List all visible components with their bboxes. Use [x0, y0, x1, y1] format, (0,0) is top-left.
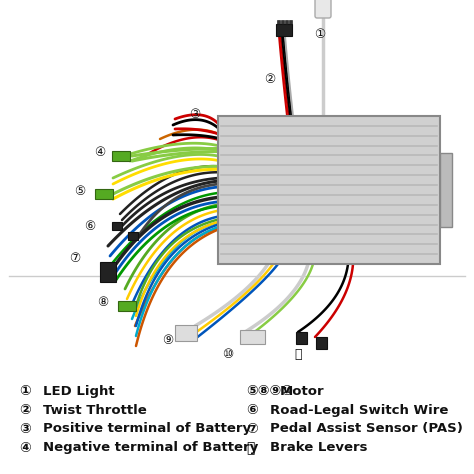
Bar	[112, 222, 122, 230]
Bar	[128, 232, 138, 240]
Bar	[175, 325, 197, 341]
Text: ⑤⑧⑨⑩: ⑤⑧⑨⑩	[246, 384, 293, 398]
Bar	[95, 189, 113, 199]
Text: ③: ③	[190, 108, 201, 120]
Text: ③: ③	[19, 422, 31, 436]
Bar	[100, 262, 116, 282]
Text: ⑧: ⑧	[97, 295, 109, 309]
Text: ⑪: ⑪	[294, 347, 302, 361]
Text: ⑨: ⑨	[163, 334, 173, 346]
Text: ⑩: ⑩	[222, 347, 234, 361]
Text: Motor: Motor	[280, 384, 324, 398]
FancyBboxPatch shape	[218, 116, 440, 264]
Text: ⑪: ⑪	[246, 441, 255, 455]
Text: ⑥: ⑥	[84, 219, 96, 233]
FancyBboxPatch shape	[315, 0, 331, 18]
Text: Twist Throttle: Twist Throttle	[43, 403, 146, 417]
Bar	[316, 337, 327, 349]
Bar	[289, 20, 292, 24]
Text: Pedal Assist Sensor (PAS): Pedal Assist Sensor (PAS)	[270, 422, 463, 436]
Text: Negative terminal of Battery: Negative terminal of Battery	[43, 441, 258, 455]
Text: ⑤: ⑤	[74, 184, 86, 198]
Bar	[112, 151, 130, 161]
Text: ④: ④	[94, 146, 106, 158]
Text: Positive terminal of Battery: Positive terminal of Battery	[43, 422, 251, 436]
Bar	[240, 330, 265, 344]
Text: ①: ①	[19, 384, 31, 398]
Bar	[277, 20, 280, 24]
Text: Brake Levers: Brake Levers	[270, 441, 368, 455]
Bar	[281, 20, 284, 24]
Bar	[285, 20, 288, 24]
Text: ①: ①	[314, 27, 326, 40]
Text: ②: ②	[19, 403, 31, 417]
Bar	[296, 332, 307, 344]
Bar	[118, 301, 136, 311]
Text: ⑦: ⑦	[69, 253, 81, 265]
Text: ⑥: ⑥	[246, 403, 258, 417]
Bar	[440, 153, 452, 227]
Text: Road-Legal Switch Wire: Road-Legal Switch Wire	[270, 403, 448, 417]
Bar	[276, 24, 292, 36]
Text: ⑦: ⑦	[246, 422, 258, 436]
Text: ②: ②	[264, 73, 275, 85]
Text: LED Light: LED Light	[43, 384, 114, 398]
Text: ④: ④	[19, 441, 31, 455]
